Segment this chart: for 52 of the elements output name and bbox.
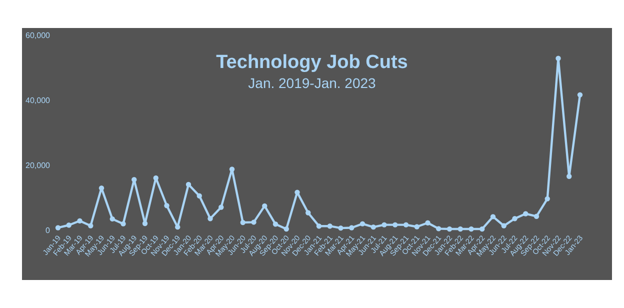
text: Technology Job Cuts [216,52,408,73]
point [446,226,452,232]
text: Jan. 2019-Jan. 2023 [248,75,376,91]
point [284,226,289,232]
point [512,216,518,222]
point [186,182,192,188]
point [327,224,332,229]
y-tick-label: 20,000 [26,161,51,170]
point [556,56,561,61]
point [88,223,94,228]
point [240,220,246,226]
point [262,203,268,209]
point [360,221,366,226]
point [501,223,506,228]
point [55,225,61,230]
point [251,220,256,225]
point [403,222,409,228]
point [338,225,344,231]
point [272,222,278,227]
point [370,224,376,230]
point [392,222,398,228]
point [164,203,170,208]
point [436,226,442,232]
point [294,190,300,195]
point [577,92,583,98]
point [153,175,158,181]
point [480,226,485,232]
point [425,220,430,226]
point [349,225,354,230]
point [523,211,528,216]
point [458,226,463,232]
point [218,204,224,210]
point [306,210,311,216]
point [110,216,115,222]
point [208,216,213,222]
point [77,218,82,224]
point [544,196,550,202]
point [468,226,474,232]
point [382,222,387,228]
y-tick-label: 0 [46,226,51,235]
point [66,222,72,228]
point [566,174,572,179]
y-tick-label: 40,000 [26,96,51,105]
point [132,177,137,182]
point [316,224,322,229]
y-tick-label: 60,000 [26,31,51,40]
point [196,193,202,198]
point [229,166,235,172]
point [490,214,496,220]
point [414,224,420,230]
point [120,221,126,226]
point [534,214,540,219]
